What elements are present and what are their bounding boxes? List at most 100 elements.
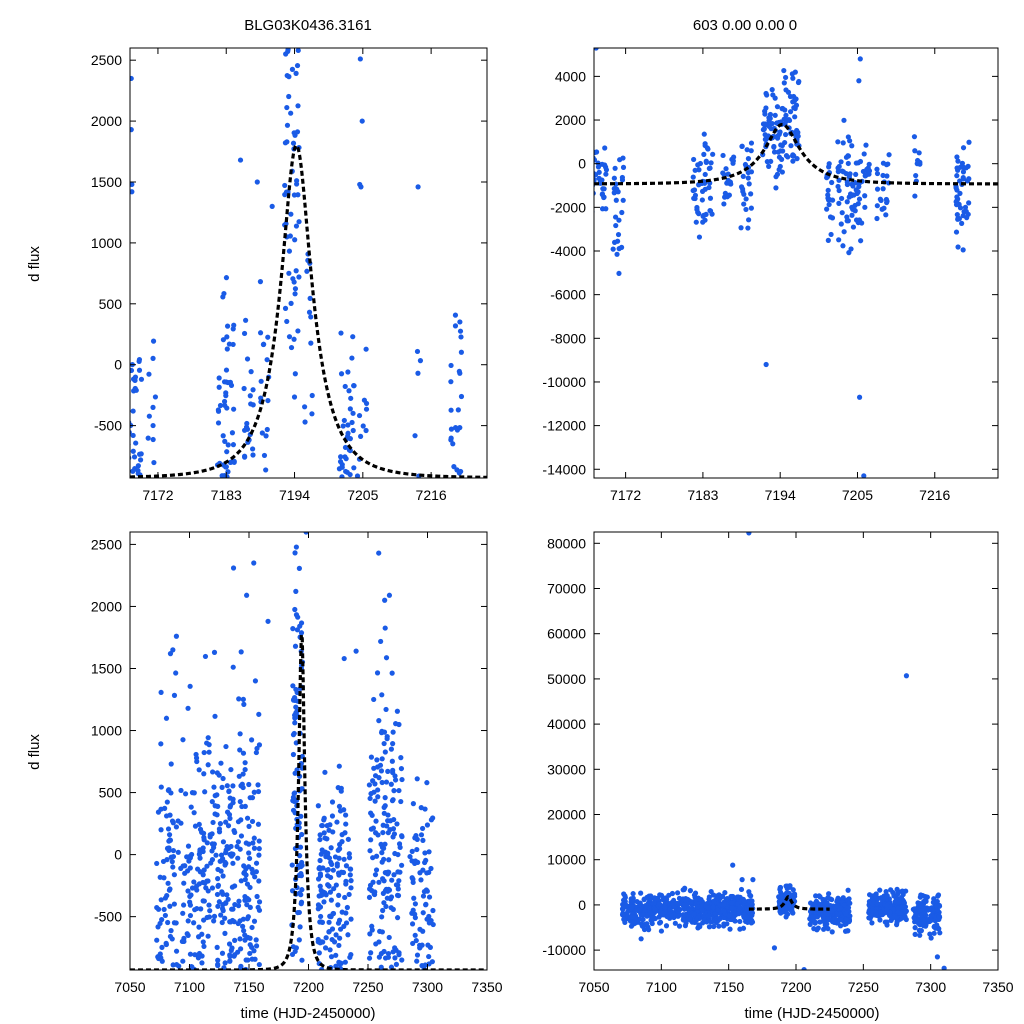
data-point [212,713,218,719]
data-point [895,909,902,915]
data-point [217,402,224,409]
data-point [658,928,665,934]
data-point [662,900,669,906]
data-point [779,106,785,112]
data-point [235,903,242,909]
data-point [170,864,176,870]
data-point [706,912,712,919]
data-point [158,784,164,790]
data-point [244,815,251,821]
data-point [960,145,967,151]
data-point [829,908,835,914]
data-point [398,765,405,772]
data-point [373,818,379,824]
data-point [288,110,294,116]
y-tick-label: 10000 [547,852,586,868]
data-point [613,197,619,203]
data-point [334,861,340,867]
data-point [955,158,961,164]
data-point [830,197,836,203]
data-point [204,863,210,869]
data-point [371,696,377,703]
data-point [392,945,398,951]
data-point [960,247,966,253]
data-point [173,633,180,639]
data-point [382,749,388,755]
data-point [639,923,645,929]
y-tick-label: -10000 [542,374,586,390]
data-point [690,187,696,194]
data-point [899,904,905,910]
data-point [746,181,752,187]
data-point [891,893,897,899]
data-point [155,954,161,960]
x-tick-label: 7194 [765,487,796,503]
data-point [133,440,139,446]
data-point [874,900,880,907]
data-point [375,794,381,800]
data-point [168,928,174,934]
panel-top-right: 7172 7183 7194 7205 7216 -14000 -12000 -10000 -8… [542,47,999,503]
data-point [136,356,143,363]
data-point [158,827,164,833]
data-point [414,776,420,782]
data-point [216,384,222,390]
data-point [881,205,887,211]
data-point [962,204,969,210]
data-point [779,142,785,149]
data-point [747,892,753,898]
data-point [219,784,225,790]
data-point [638,936,644,942]
data-point [899,888,905,894]
data-point [708,888,714,895]
data-point [706,896,712,902]
data-point [838,917,844,923]
data-point [321,830,327,836]
data-point [218,868,224,874]
data-point [764,92,770,98]
x-tick-label: 7172 [610,487,641,503]
data-point [934,907,941,913]
data-point [294,129,301,135]
data-point [197,826,204,832]
data-point [707,195,714,201]
data-point [343,812,349,818]
data-point [331,886,337,892]
data-point [200,845,206,851]
data-point [917,932,923,938]
data-point [222,915,228,921]
data-point [291,279,297,285]
data-point [345,932,351,938]
data-point [178,787,184,794]
data-point [966,176,972,182]
data-point [376,550,382,556]
data-point [187,855,193,861]
y-tick-label: 2000 [91,598,122,614]
data-point [295,614,301,620]
data-point [709,211,715,217]
data-point [241,330,248,337]
data-point [379,914,385,920]
data-point [158,741,164,747]
data-point [316,903,322,909]
data-point [397,844,403,850]
data-point [853,171,859,178]
data-point [777,885,783,891]
data-point [368,810,374,816]
data-point [927,931,933,937]
data-point [856,78,862,84]
data-point [600,186,606,192]
data-point [263,467,269,473]
data-point [251,835,257,841]
data-point [430,907,436,914]
data-point [263,433,269,439]
data-point [318,865,324,871]
data-point [165,826,172,832]
data-point [240,784,246,791]
x-tick-label: 7183 [687,487,718,503]
data-point [166,832,173,838]
data-point [346,891,352,898]
data-point [831,919,837,926]
data-point [396,878,402,884]
data-point [936,903,943,909]
